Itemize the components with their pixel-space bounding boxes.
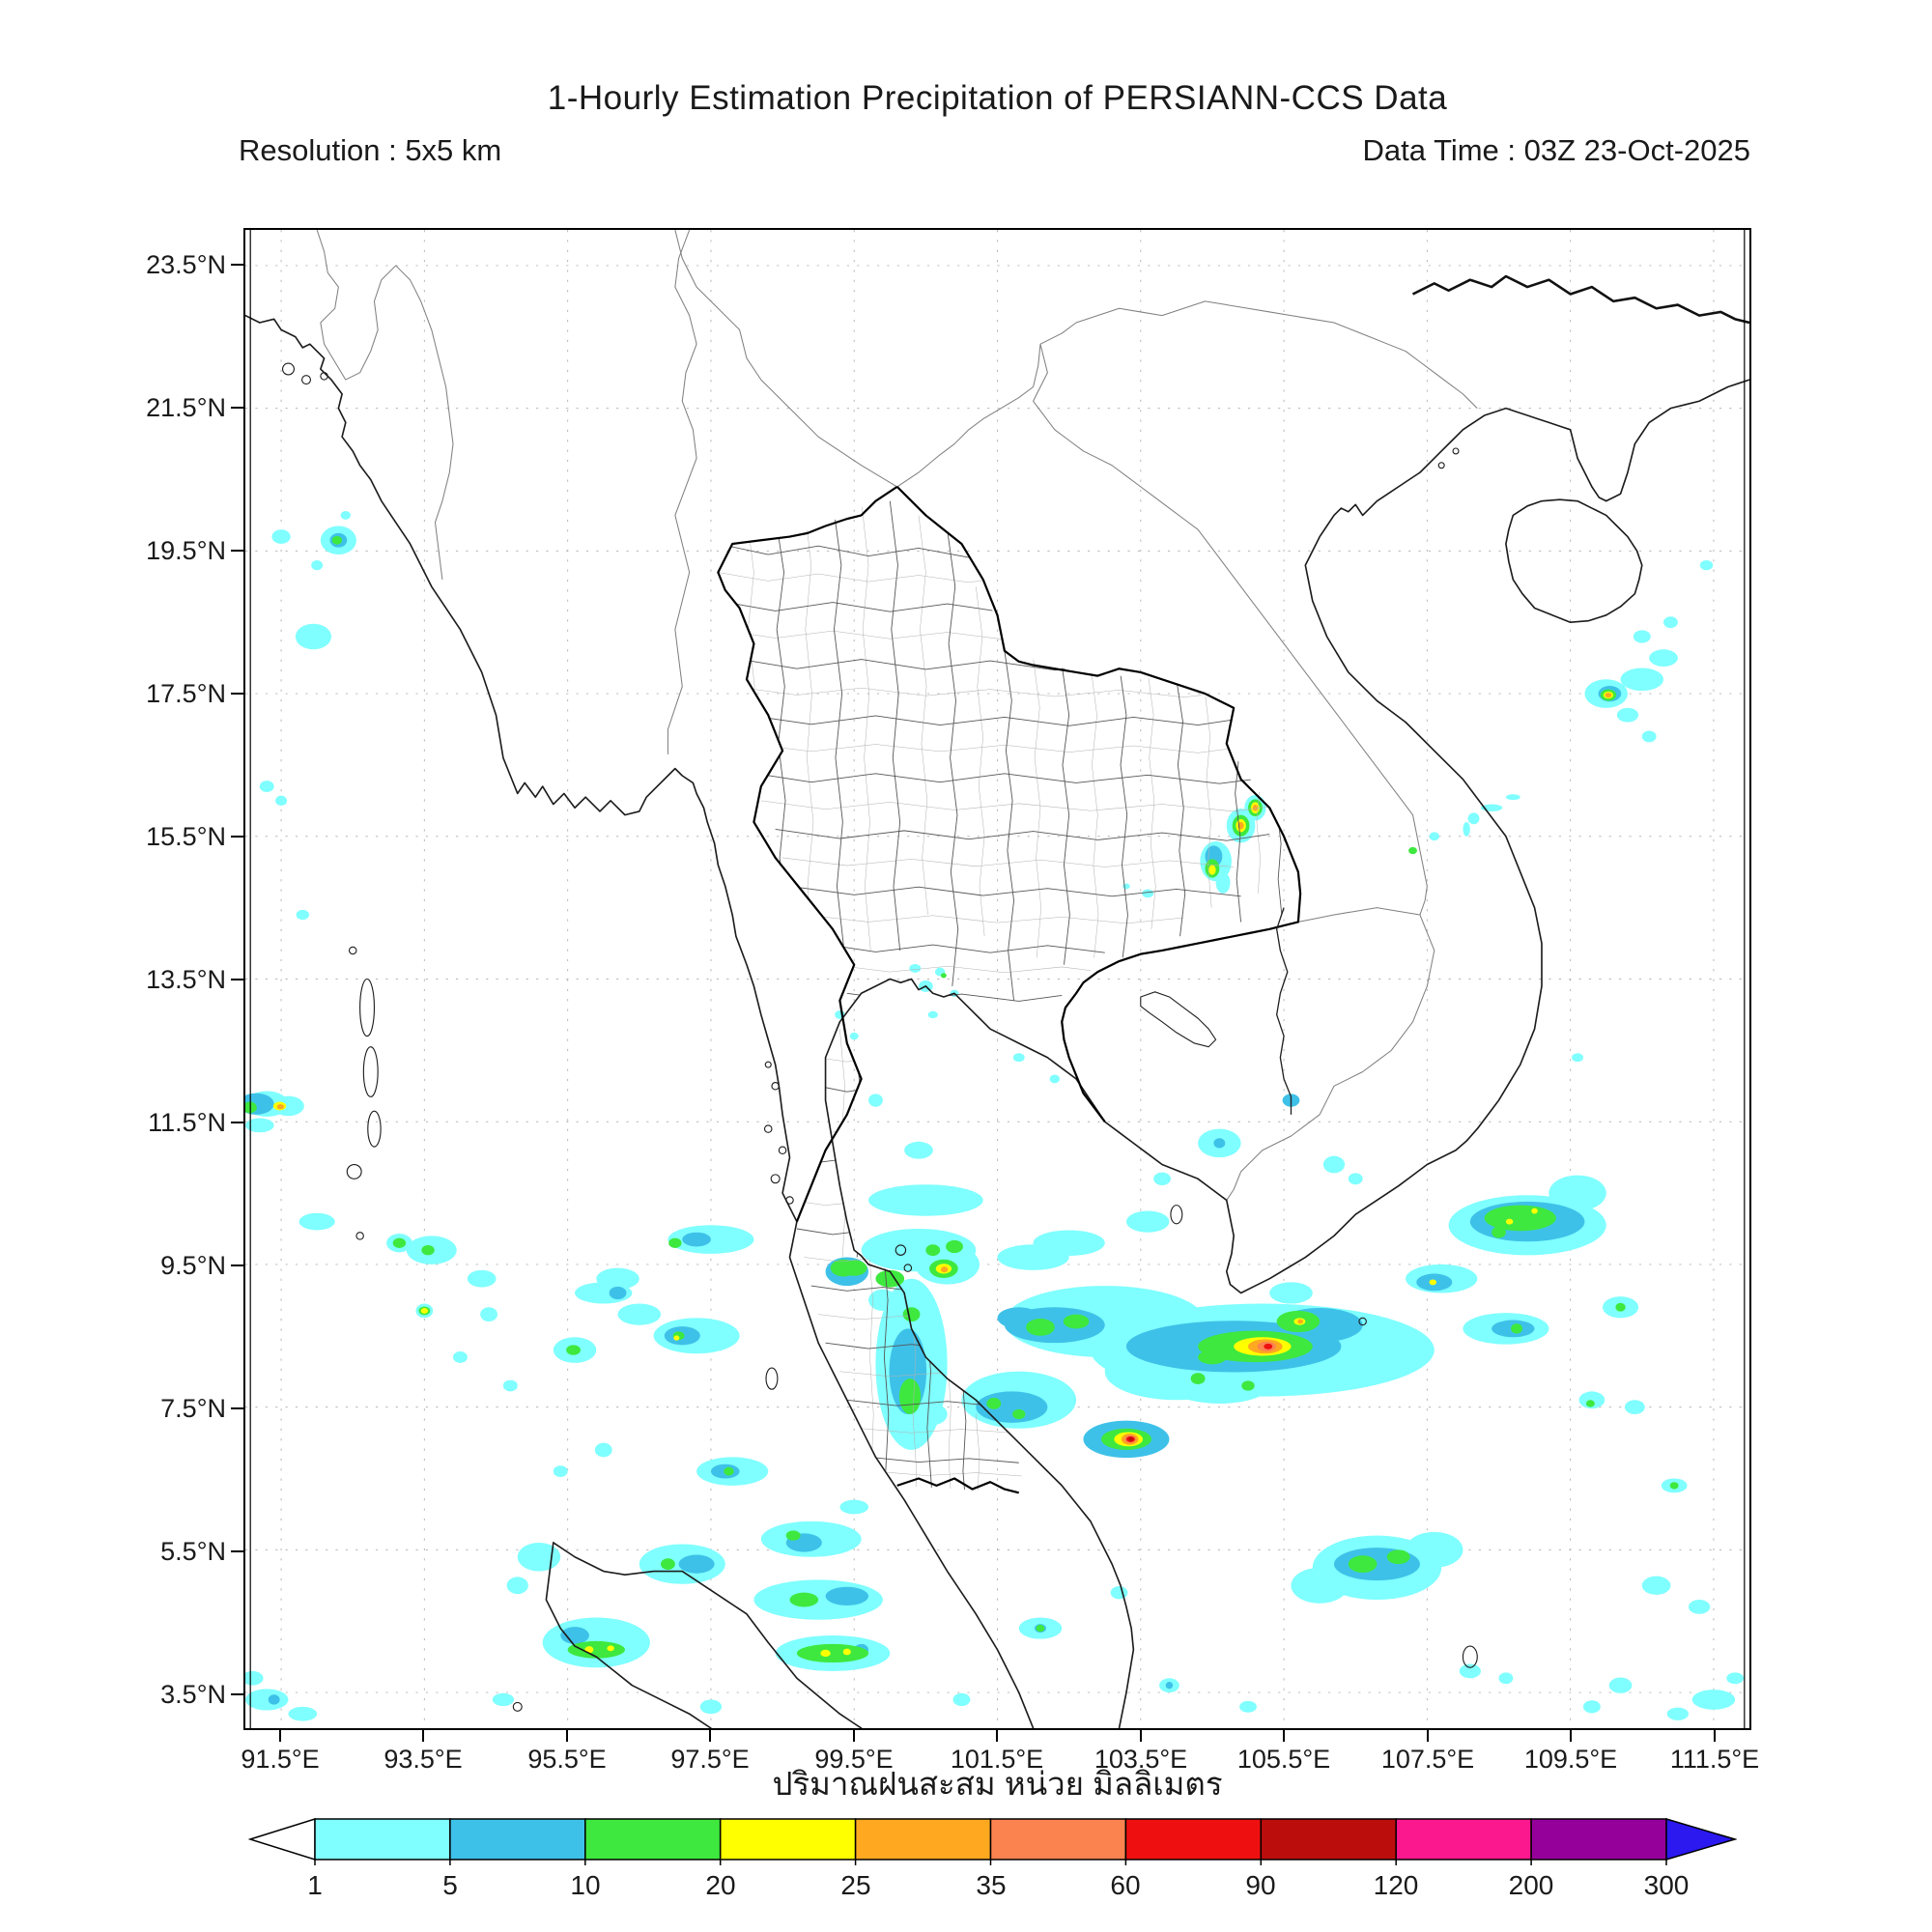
colorbar-tick-label: 10 (570, 1870, 601, 1900)
colorbar-ticks (314, 1860, 1667, 1865)
colorbar-tick-label: 20 (705, 1870, 736, 1900)
precip-yellow (272, 691, 1614, 1658)
lat-tick-label: 17.5°N (146, 679, 226, 708)
axis-tick (231, 1122, 243, 1123)
lon-tick-label: 105.5°E (1236, 1745, 1331, 1774)
lat-tick-label: 21.5°N (146, 393, 226, 422)
colorbar-tick-label: 1 (307, 1870, 323, 1900)
lat-tick-label: 15.5°N (146, 822, 226, 851)
lon-tick-label: 97.5°E (670, 1745, 750, 1774)
colorbar-underflow-arrow (248, 1817, 316, 1861)
axis-tick (231, 550, 243, 552)
colorbar-caption: ปริมาณฝนสะสม หน่วย มิลลิเมตร (772, 1766, 1223, 1802)
colorbar-segment (314, 1818, 451, 1861)
colorbar-tick-label: 200 (1508, 1870, 1554, 1900)
colorbar-segment (1260, 1818, 1397, 1861)
lon-tick-label: 101.5°E (950, 1745, 1044, 1774)
grid-layer (245, 230, 1749, 1728)
colorbar-segment (1124, 1818, 1263, 1861)
colorbar (248, 1817, 1737, 1865)
data-time-label: Data Time : 03Z 23-Oct-2025 (1362, 133, 1750, 167)
axis-tick (231, 1407, 243, 1409)
thailand-border (717, 485, 1302, 1494)
border-layer (316, 230, 1478, 1201)
lon-tick-label: 109.5°E (1523, 1745, 1618, 1774)
colorbar-tick-label: 90 (1245, 1870, 1276, 1900)
axis-tick (996, 1729, 998, 1742)
precip-cyan (245, 510, 1745, 1721)
colorbar-tick-label: 35 (976, 1870, 1007, 1900)
axis-tick (231, 264, 243, 266)
map-canvas (245, 230, 1749, 1728)
axis-tick (1427, 1729, 1429, 1742)
axis-tick (566, 1729, 568, 1742)
lon-tick-label: 95.5°E (527, 1745, 607, 1774)
lon-tick-label: 91.5°E (241, 1745, 320, 1774)
colorbar-tick-label: 120 (1373, 1870, 1419, 1900)
colorbar-tick-label: 5 (442, 1870, 458, 1900)
colorbar-segment (1395, 1818, 1532, 1861)
lat-tick-label: 3.5°N (160, 1680, 226, 1709)
lon-tick-label: 103.5°E (1094, 1745, 1188, 1774)
resolution-label: Resolution : 5x5 km (239, 133, 502, 167)
precip-green (245, 535, 1679, 1663)
colorbar-segment (989, 1818, 1127, 1861)
axis-tick (231, 1550, 243, 1552)
rivers-layer (1140, 274, 1749, 1115)
colorbar-overflow-arrow (1665, 1817, 1737, 1861)
colorbar-tick-label: 60 (1110, 1870, 1141, 1900)
axis-tick (279, 1729, 281, 1742)
colorbar-tick-label: 300 (1643, 1870, 1690, 1900)
precip-darkred (1128, 1437, 1134, 1441)
axis-tick (231, 1264, 243, 1266)
axis-tick (1140, 1729, 1142, 1742)
colorbar-segment (584, 1818, 722, 1861)
districts-layer (718, 500, 1277, 1493)
page-title: 1-Hourly Estimation Precipitation of PER… (547, 79, 1448, 117)
axis-tick (231, 693, 243, 695)
axis-tick (709, 1729, 711, 1742)
islands-layer (281, 362, 1478, 1712)
axis-tick (1570, 1729, 1572, 1742)
lat-tick-label: 9.5°N (160, 1251, 226, 1280)
axis-tick (1283, 1729, 1285, 1742)
colorbar-bar (248, 1817, 1737, 1861)
axis-tick (231, 1693, 243, 1695)
lat-tick-label: 7.5°N (160, 1394, 226, 1423)
lon-tick-label: 99.5°E (814, 1745, 894, 1774)
colorbar-segment (719, 1818, 857, 1861)
coastline-layer (245, 314, 1749, 1728)
colorbar-segment (854, 1818, 992, 1861)
map-frame (243, 228, 1751, 1730)
lat-tick-label: 5.5°N (160, 1537, 226, 1566)
lat-tick-label: 11.5°N (148, 1108, 226, 1137)
colorbar-segment (1530, 1818, 1667, 1861)
axis-tick (1714, 1729, 1716, 1742)
lon-tick-label: 93.5°E (384, 1745, 463, 1774)
axis-tick (422, 1729, 424, 1742)
lat-tick-label: 13.5°N (146, 965, 226, 994)
lat-tick-label: 19.5°N (146, 536, 226, 565)
colorbar-tick-label: 25 (840, 1870, 871, 1900)
axis-tick (231, 836, 243, 838)
axis-tick (853, 1729, 855, 1742)
precipitation-layer (245, 510, 1745, 1721)
colorbar-segment (449, 1818, 586, 1861)
axis-tick (231, 407, 243, 409)
frame-inner-lines (249, 230, 1746, 1728)
lon-tick-label: 111.5°E (1669, 1745, 1760, 1774)
lat-tick-label: 23.5°N (146, 250, 226, 279)
lon-tick-label: 107.5°E (1380, 1745, 1475, 1774)
precip-blue (245, 532, 1622, 1705)
axis-tick (231, 979, 243, 980)
